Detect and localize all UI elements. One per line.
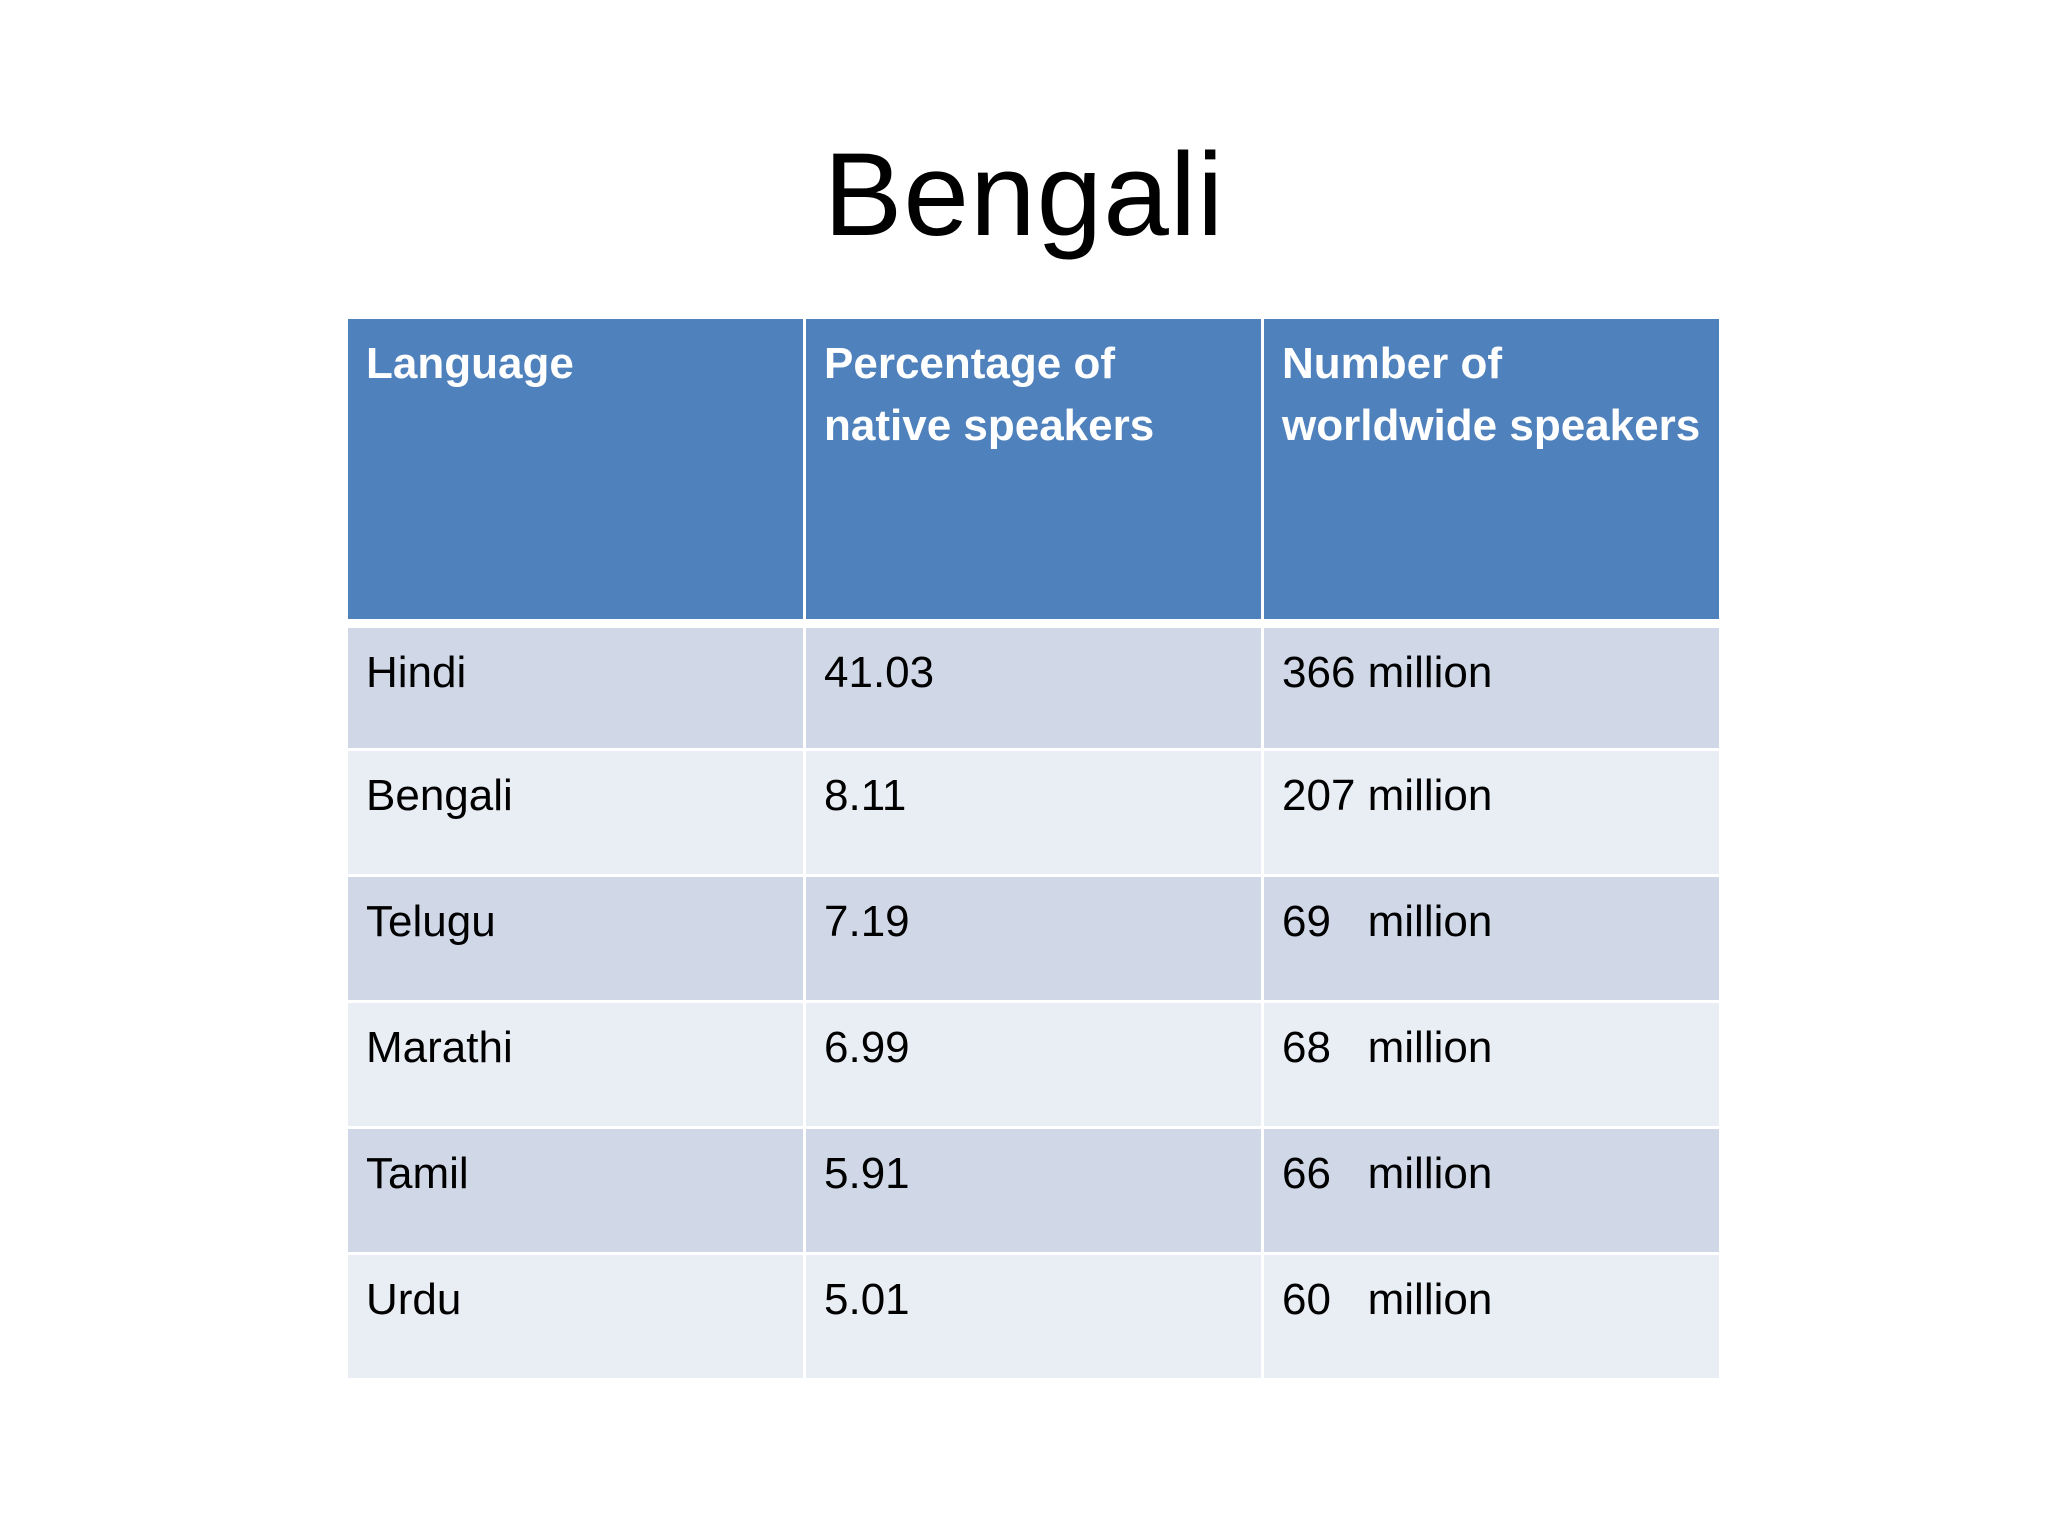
table-row: Bengali 8.11 207 million	[345, 748, 1722, 877]
percentage-cell: 8.11	[803, 748, 1264, 877]
language-cell: Urdu	[345, 1252, 806, 1381]
column-header-percentage: Percentage of native speakers	[803, 316, 1264, 628]
speakers-cell: 366 million	[1261, 623, 1722, 751]
header-row: Language Percentage of native speakers N…	[345, 316, 1722, 628]
table-row: Urdu 5.01 60 million	[345, 1252, 1722, 1381]
language-cell: Tamil	[345, 1126, 806, 1255]
percentage-cell: 5.01	[803, 1252, 1264, 1381]
speakers-cell: 69 million	[1261, 874, 1722, 1003]
table-row: Marathi 6.99 68 million	[345, 1000, 1722, 1129]
table-body: Hindi 41.03 366 million Bengali 8.11 207…	[345, 623, 1722, 1381]
percentage-cell: 6.99	[803, 1000, 1264, 1129]
language-cell: Bengali	[345, 748, 806, 877]
speakers-cell: 66 million	[1261, 1126, 1722, 1255]
language-cell: Hindi	[345, 623, 806, 751]
table-row: Tamil 5.91 66 million	[345, 1126, 1722, 1255]
language-cell: Telugu	[345, 874, 806, 1003]
speakers-cell: 60 million	[1261, 1252, 1722, 1381]
percentage-cell: 7.19	[803, 874, 1264, 1003]
speakers-cell: 68 million	[1261, 1000, 1722, 1129]
percentage-cell: 41.03	[803, 623, 1264, 751]
percentage-cell: 5.91	[803, 1126, 1264, 1255]
table-row: Hindi 41.03 366 million	[345, 623, 1722, 751]
language-table: Language Percentage of native speakers N…	[345, 316, 1722, 1381]
column-header-speakers: Number of worldwide speakers	[1261, 316, 1722, 628]
table-row: Telugu 7.19 69 million	[345, 874, 1722, 1003]
language-cell: Marathi	[345, 1000, 806, 1129]
table-header: Language Percentage of native speakers N…	[345, 316, 1722, 628]
speakers-cell: 207 million	[1261, 748, 1722, 877]
slide-title: Bengali	[823, 129, 1225, 261]
column-header-language: Language	[345, 316, 806, 628]
